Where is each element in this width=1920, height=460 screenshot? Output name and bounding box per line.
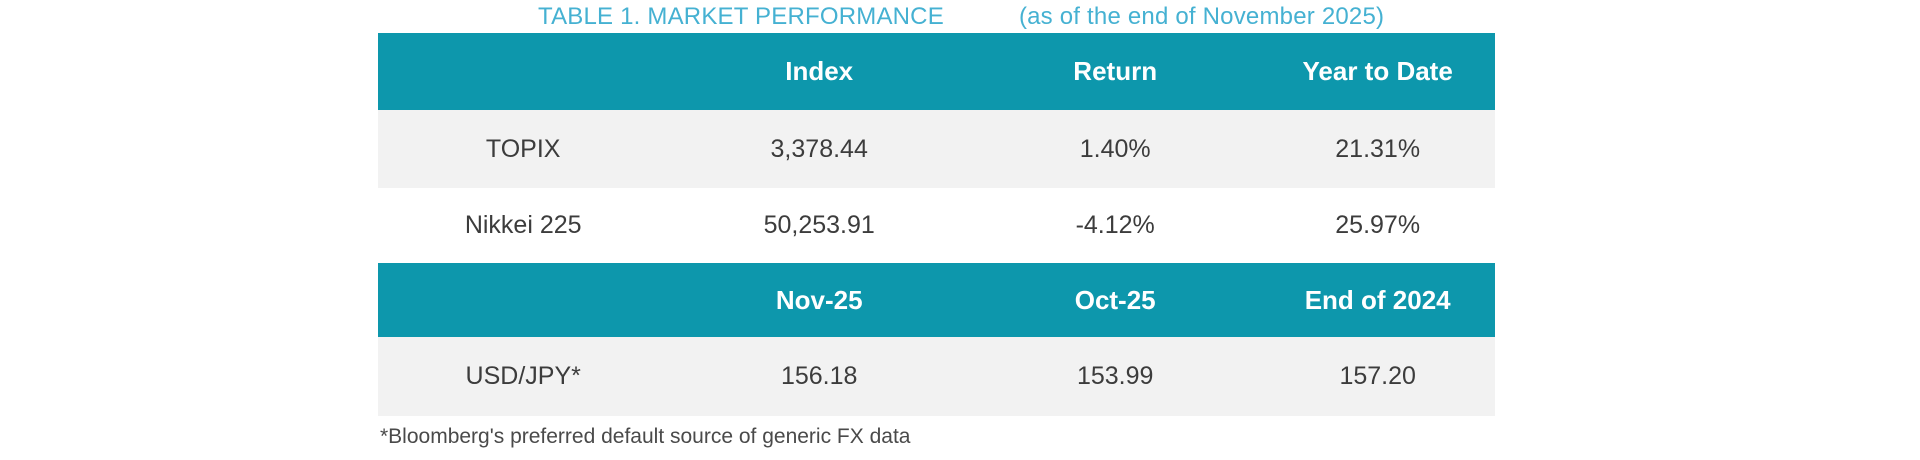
cell-ytd-value: 21.31%: [1335, 134, 1421, 163]
header-cell-end2024: End of 2024: [1304, 284, 1451, 315]
index-table: Index Return Year to Date TOPIX 3,378.44…: [378, 33, 1495, 263]
table-row-usdjpy: USD/JPY* 156.18 153.99 157.20: [378, 337, 1495, 416]
header-cell-return: Return: [1073, 56, 1158, 86]
header-cell-ytd: Year to Date: [1302, 56, 1453, 86]
index-table-header-row: Index Return Year to Date: [378, 33, 1495, 110]
fx-table-header-row: Nov-25 Oct-25 End of 2024: [378, 263, 1495, 337]
cell-end2024-value: 157.20: [1339, 362, 1416, 390]
table-title: TABLE 1. MARKET PERFORMANCE: [538, 2, 944, 30]
cell-nov25-value: 156.18: [780, 362, 858, 390]
row-label: Nikkei 225: [464, 211, 582, 239]
cell-return-value: -4.12%: [1075, 211, 1155, 239]
header-cell-nov25: Nov-25: [775, 284, 863, 315]
cell-oct25-value: 153.99: [1076, 362, 1154, 390]
table-title-row: TABLE 1. MARKET PERFORMANCE (as of the e…: [378, 0, 1495, 33]
row-label: TOPIX: [485, 134, 561, 163]
table-row-topix: TOPIX 3,378.44 1.40% 21.31%: [378, 110, 1495, 188]
header-cell-oct25: Oct-25: [1074, 284, 1156, 315]
table-asof-label: (as of the end of November 2025): [1018, 2, 1385, 30]
cell-ytd-value: 25.97%: [1335, 211, 1421, 239]
cell-index-value: 50,253.91: [763, 211, 875, 239]
row-label: USD/JPY*: [465, 362, 581, 390]
cell-index-value: 3,378.44: [770, 134, 868, 163]
header-cell-index: Index: [785, 56, 854, 86]
fx-table: Nov-25 Oct-25 End of 2024 USD/JPY* 156.1…: [378, 263, 1495, 416]
market-performance-section: TABLE 1. MARKET PERFORMANCE (as of the e…: [378, 0, 1495, 449]
table-row-nikkei: Nikkei 225 50,253.91 -4.12% 25.97%: [378, 188, 1495, 263]
bloomberg-footnote: *Bloomberg's preferred default source of…: [380, 425, 911, 448]
cell-return-value: 1.40%: [1079, 134, 1151, 163]
